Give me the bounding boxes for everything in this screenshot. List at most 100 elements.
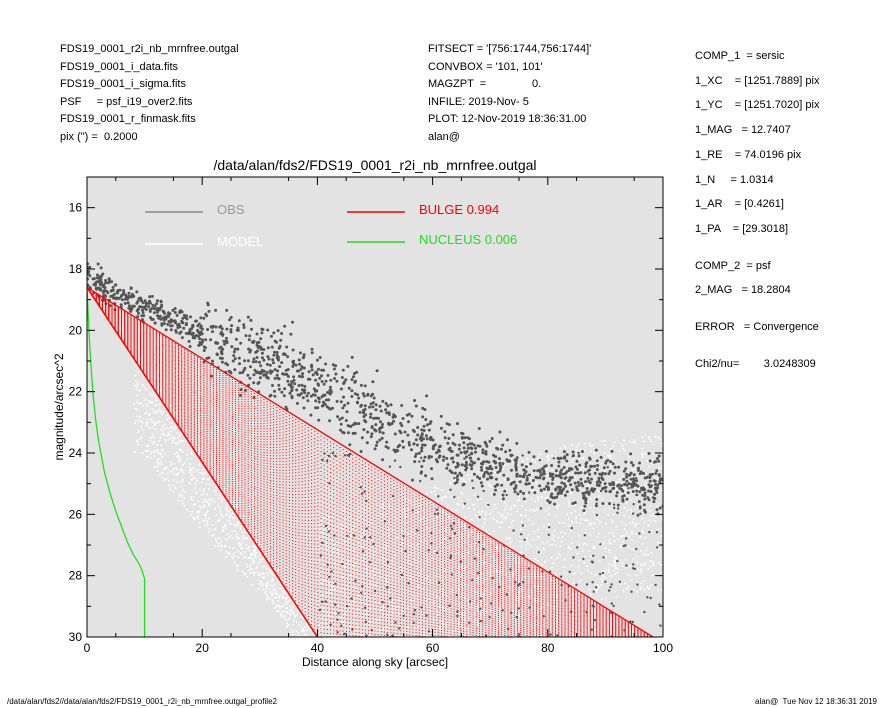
model-point <box>590 450 592 453</box>
obs-point <box>94 283 98 287</box>
model-point <box>159 473 161 476</box>
model-point <box>614 561 616 563</box>
obs-point <box>201 338 204 342</box>
model-point <box>302 650 304 652</box>
model-point <box>396 644 398 646</box>
model-point <box>323 607 325 609</box>
obs-point <box>272 353 276 357</box>
model-point <box>524 575 526 578</box>
model-point <box>189 444 191 447</box>
obs-point <box>230 324 234 328</box>
obs-point <box>583 534 587 537</box>
obs-point <box>322 403 325 407</box>
obs-point <box>277 387 281 391</box>
model-point <box>654 520 657 522</box>
obs-point <box>200 327 204 331</box>
model-point <box>163 434 165 436</box>
obs-point <box>252 373 256 377</box>
model-point <box>327 626 329 628</box>
model-point <box>589 523 591 525</box>
model-point <box>461 568 463 571</box>
model-point <box>640 550 642 552</box>
model-point <box>181 464 183 467</box>
model-point <box>515 569 517 571</box>
obs-point <box>249 365 252 369</box>
model-point <box>489 512 492 515</box>
obs-point <box>392 419 396 423</box>
bulge-point <box>371 469 373 471</box>
param-line: COMP_2 = psf <box>695 259 771 272</box>
obs-point <box>621 499 625 503</box>
obs-point <box>228 318 232 322</box>
model-point <box>638 504 640 507</box>
model-point <box>301 630 304 632</box>
obs-point <box>211 359 214 363</box>
obs-point <box>511 454 514 457</box>
obs-point <box>590 560 594 563</box>
model-point <box>608 549 611 551</box>
model-point <box>475 590 477 593</box>
model-point <box>197 516 199 518</box>
obs-point <box>593 464 597 468</box>
model-point <box>307 652 309 654</box>
model-point <box>418 593 420 596</box>
obs-point <box>374 444 378 447</box>
model-point <box>643 521 646 524</box>
model-point <box>603 452 606 454</box>
model-point <box>454 629 457 632</box>
model-point <box>529 509 531 511</box>
model-point <box>622 535 625 537</box>
model-point <box>202 477 204 479</box>
model-point <box>343 649 345 651</box>
plot-area <box>87 177 663 637</box>
model-point <box>242 535 244 537</box>
bulge-point <box>558 582 560 584</box>
model-point <box>273 596 276 599</box>
model-point <box>483 587 485 590</box>
model-point <box>554 573 557 576</box>
model-point <box>149 439 152 442</box>
model-point <box>150 394 153 397</box>
model-point <box>551 469 554 471</box>
model-point <box>582 457 585 459</box>
obs-point <box>471 461 475 465</box>
model-point <box>201 472 203 474</box>
obs-point <box>592 554 595 557</box>
obs-point <box>445 456 449 460</box>
obs-point <box>462 482 466 486</box>
model-point <box>608 542 611 544</box>
obs-point <box>469 456 472 459</box>
bulge-point <box>178 345 179 346</box>
model-point <box>614 590 617 592</box>
bulge-point <box>339 454 341 456</box>
model-point <box>406 606 408 609</box>
model-point <box>338 630 340 632</box>
model-point <box>621 445 624 447</box>
model-point <box>283 603 286 606</box>
obs-point <box>597 476 601 480</box>
bulge-point <box>526 562 528 564</box>
model-point <box>279 595 281 597</box>
obs-point <box>235 328 239 332</box>
bulge-point <box>441 508 442 510</box>
bulge-point <box>393 479 395 481</box>
bulge-point <box>273 407 274 409</box>
model-point <box>456 503 459 505</box>
model-point <box>635 496 637 499</box>
model-point <box>342 651 344 653</box>
bulge-point <box>409 495 411 497</box>
model-point <box>307 624 309 626</box>
model-point <box>566 477 569 480</box>
obs-point <box>387 412 391 416</box>
bulge-point <box>396 484 398 486</box>
obs-point <box>95 287 99 291</box>
model-point <box>276 577 278 579</box>
obs-point <box>265 375 269 379</box>
obs-point <box>654 583 657 587</box>
model-point <box>168 417 170 420</box>
model-point <box>587 501 589 503</box>
obs-point <box>610 602 613 605</box>
bulge-point <box>374 471 376 473</box>
obs-point <box>374 408 378 412</box>
model-point <box>334 588 337 590</box>
